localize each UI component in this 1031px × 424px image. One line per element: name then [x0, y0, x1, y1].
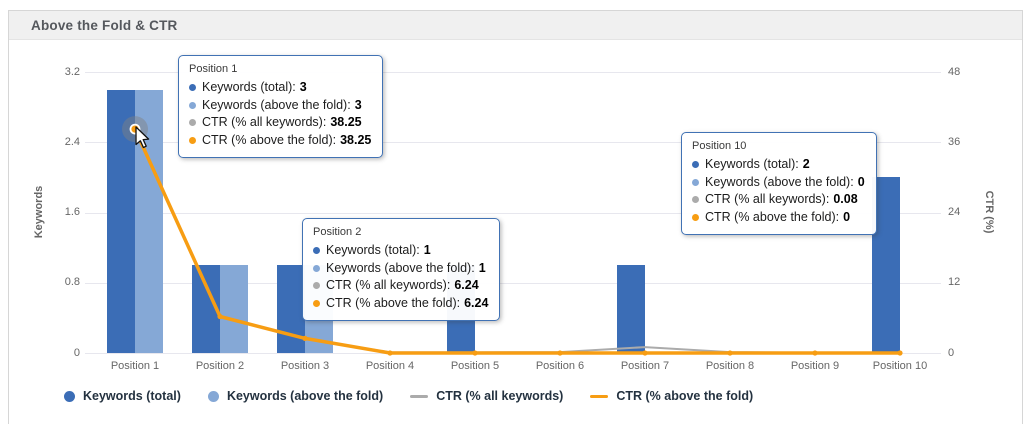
- tooltip-title: Position 10: [692, 140, 747, 152]
- keywords-total-bullet-icon: [189, 84, 196, 92]
- x-axis-label: Position 10: [872, 360, 928, 372]
- ctr-all-bullet-icon: [692, 196, 699, 204]
- y-axis-tick-left: 1.6: [64, 206, 80, 218]
- tooltip-row: CTR (% above the fold): 6.24: [313, 295, 488, 313]
- tooltip-row: Keywords (above the fold): 1: [313, 260, 488, 278]
- bar-keywords-total[interactable]: [107, 89, 135, 353]
- ctr-above-bullet-icon: [189, 136, 196, 144]
- legend-line-icon: [590, 394, 609, 398]
- tooltip-title: Position 2: [313, 226, 362, 238]
- legend-item-ctr-all-keywords[interactable]: CTR (% all keywords): [410, 389, 563, 403]
- tooltip-position-2: Position 2 Keywords (total): 1 Keywords (…: [302, 218, 501, 321]
- legend-line-icon: [410, 394, 429, 398]
- ctr-all-bullet-icon: [189, 119, 196, 127]
- tooltip-title: Position 1: [189, 63, 238, 75]
- legend-item-keywords-above-fold[interactable]: Keywords (above the fold): [207, 389, 383, 403]
- x-axis-label: Position 8: [705, 360, 755, 372]
- bar-keywords-total[interactable]: [277, 265, 305, 353]
- gridline: [85, 353, 941, 354]
- x-axis-label: Position 7: [620, 360, 670, 372]
- bar-keywords-total[interactable]: [192, 265, 220, 353]
- chart-legend: Keywords (total) Keywords (above the fol…: [64, 389, 753, 403]
- y-axis-tick-right: 12: [948, 276, 961, 289]
- y-axis-tick-left: 0: [73, 346, 80, 359]
- y-axis-tick-left: 2.4: [64, 135, 80, 148]
- tooltip-row: Keywords (total): 2: [692, 156, 865, 174]
- card-header: Above the Fold & CTR: [9, 11, 1022, 40]
- y-axis-title-right: CTR (%): [983, 190, 995, 234]
- x-axis-label: Position 3: [280, 360, 330, 372]
- y-axis-tick-right: 48: [948, 65, 961, 78]
- legend-circle-icon: [64, 390, 75, 402]
- y-axis-tick-right: 36: [948, 135, 961, 148]
- keywords-total-bullet-icon: [692, 161, 699, 169]
- tooltip-row: Keywords (above the fold): 0: [692, 174, 865, 192]
- y-axis-tick-left: 0.8: [64, 276, 80, 289]
- ctr-above-bullet-icon: [692, 213, 699, 221]
- tooltip-row: CTR (% above the fold): 0: [692, 209, 865, 227]
- tooltip-row: CTR (% all keywords): 0.08: [692, 191, 865, 209]
- y-axis-tick-right: 24: [948, 206, 961, 218]
- x-axis-label: Position 4: [365, 360, 415, 372]
- tooltip-row: Keywords (total): 1: [313, 242, 488, 260]
- legend-item-ctr-above-fold[interactable]: CTR (% above the fold): [590, 389, 753, 403]
- tooltip-row: Keywords (above the fold): 3: [189, 97, 371, 115]
- x-axis-label: Position 6: [535, 360, 585, 372]
- keywords-total-bullet-icon: [313, 247, 320, 255]
- bar-keywords-above-fold[interactable]: [135, 89, 163, 353]
- y-axis-title-left: Keywords: [33, 185, 45, 239]
- tooltip-row: CTR (% above the fold): 38.25: [189, 132, 371, 150]
- tooltip-row: Keywords (total): 3: [189, 79, 371, 97]
- gridline: [85, 72, 941, 73]
- tooltip-position-10: Position 10 Keywords (total): 2 Keywords …: [681, 132, 877, 235]
- tooltip-row: CTR (% all keywords): 6.24: [313, 277, 488, 295]
- bar-keywords-above-fold[interactable]: [220, 265, 248, 353]
- y-axis-tick-left: 3.2: [64, 65, 80, 78]
- x-axis-label: Position 5: [450, 360, 500, 372]
- keywords-above-fold-bullet-icon: [313, 264, 320, 272]
- bar-keywords-total[interactable]: [617, 265, 645, 353]
- tooltip-position-1: Position 1 Keywords (total): 3 Keywords (…: [178, 55, 384, 158]
- keywords-above-fold-bullet-icon: [189, 101, 196, 109]
- x-axis-label: Position 9: [790, 360, 840, 372]
- legend-item-keywords-total[interactable]: Keywords (total): [64, 389, 181, 403]
- ctr-all-bullet-icon: [313, 282, 320, 290]
- x-axis-label: Position 1: [110, 360, 160, 372]
- y-axis-tick-right: 0: [948, 346, 955, 359]
- keywords-above-fold-bullet-icon: [692, 178, 699, 186]
- x-axis-label: Position 2: [195, 360, 245, 372]
- legend-circle-icon: [207, 390, 219, 402]
- ctr-above-bullet-icon: [313, 299, 320, 307]
- tooltip-row: CTR (% all keywords): 38.25: [189, 114, 371, 132]
- page-title: Above the Fold & CTR: [31, 17, 178, 33]
